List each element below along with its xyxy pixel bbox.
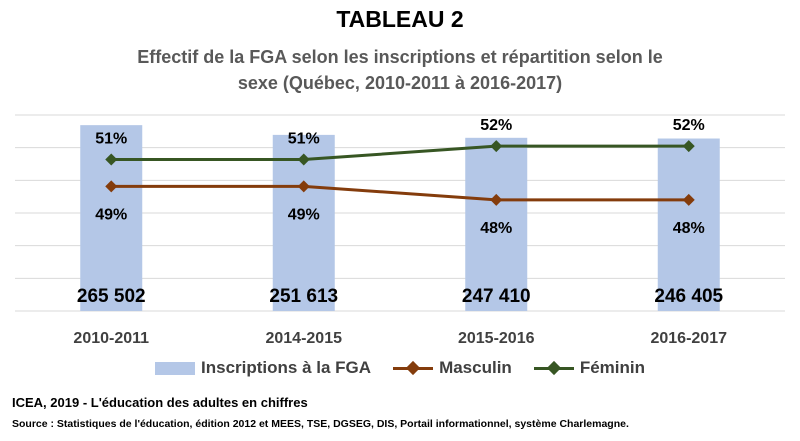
x-tick-label: 2010-2011 [73,330,149,347]
bar-2016-2017 [657,138,720,311]
gridlines [15,114,785,312]
feminin-point-2016-2017 [682,140,695,153]
legend-swatch-masculin [393,360,434,376]
x-tick-label: 2014-2015 [265,330,342,347]
feminin-point-2010-2011 [105,153,118,166]
legend-swatch-bar [155,361,196,375]
legend-item-inscriptions: Inscriptions à la FGA [155,358,371,378]
masculin-point-2015-2016 [490,193,503,206]
line-series [105,140,695,206]
chart-title: TABLEAU 2 [336,6,464,32]
x-tick-label: 2015-2016 [458,330,535,347]
feminin-label: 52% [480,117,512,134]
legend-label-masculin: Masculin [439,358,512,377]
masculin-line [111,184,689,202]
x-axis-ticks: 2010-2011 2014-2015 2015-2016 2016-2017 [73,330,727,347]
subtitle-line-1: Effectif de la FGA selon les inscription… [137,47,663,67]
source-note: Source : Statistiques de l'éducation, éd… [12,418,629,430]
feminin-line [111,144,689,162]
masculin-point-2014-2015 [297,180,310,193]
legend-label-feminin: Féminin [579,358,645,377]
chart-subtitle: Effectif de la FGA selon les inscription… [100,44,700,96]
masculin-label: 48% [673,220,705,237]
subtitle-line-2: sexe (Québec, 2010-2011 à 2016-2017) [237,73,563,93]
legend-item-masculin: Masculin [393,358,512,378]
bar-value-label: 251 613 [269,286,338,307]
legend-label-inscriptions: Inscriptions à la FGA [201,358,372,377]
masculin-point-2016-2017 [682,193,695,206]
bar-value-label: 246 405 [654,286,723,307]
x-tick-label: 2016-2017 [650,330,727,347]
masculin-point-2010-2011 [105,180,118,193]
legend: Inscriptions à la FGA Masculin Féminin [0,358,800,378]
bar-value-label: 247 410 [462,286,531,307]
masculin-label: 49% [95,206,127,223]
bar-2015-2016 [465,137,528,311]
data-labels: 51% 51% 52% 52% 49% 49% 48% 48% 265 502 251 613 24… [77,117,724,307]
citation: ICEA, 2019 - L'éducation des adultes en … [12,395,308,410]
masculin-label: 48% [480,220,512,237]
feminin-label: 52% [673,117,705,134]
feminin-label: 51% [95,131,127,148]
feminin-point-2015-2016 [490,140,503,153]
feminin-point-2014-2015 [297,153,310,166]
feminin-label: 51% [288,131,320,148]
combo-chart: 51% 51% 52% 52% 49% 49% 48% 48% 265 502 251 613 24… [15,114,785,347]
masculin-label: 49% [288,206,320,223]
bar-value-label: 265 502 [77,286,146,307]
legend-item-feminin: Féminin [533,358,645,378]
legend-swatch-feminin [533,360,574,376]
